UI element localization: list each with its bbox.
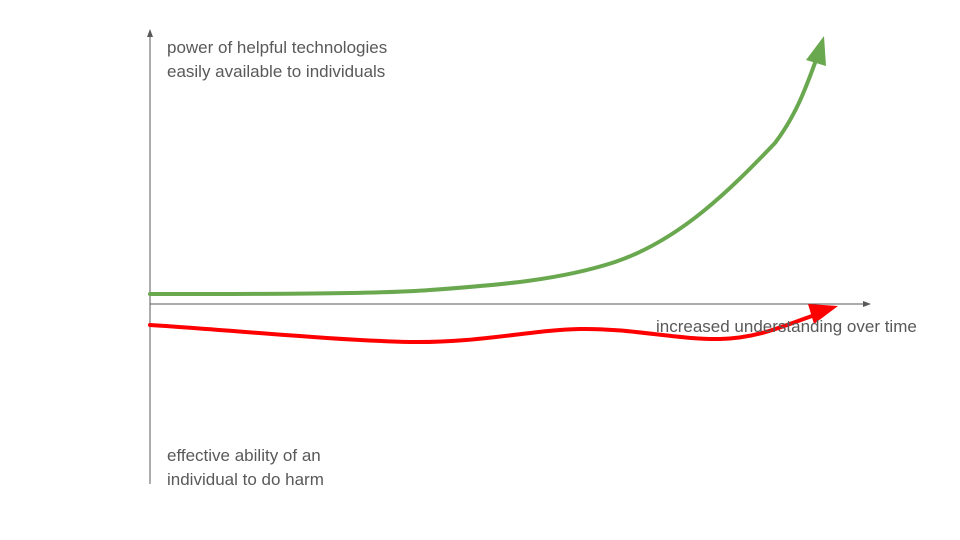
harm-label-line-1: effective ability of an: [167, 446, 321, 465]
helpful-tech-label-line-2: easily available to individuals: [167, 62, 386, 81]
harm-curve: [148, 313, 817, 345]
harm-label-line-2: individual to do harm: [167, 470, 324, 489]
x-axis-label: increased understanding over time: [656, 317, 917, 336]
helpful-tech-curve: [148, 53, 820, 296]
helpful-tech-arrowhead: [806, 36, 826, 66]
harm-arrowhead: [808, 304, 838, 324]
harm-label: effective ability of an individual to do…: [167, 444, 324, 492]
helpful-tech-label-line-1: power of helpful technologies: [167, 38, 388, 57]
helpful-tech-label: power of helpful technologies easily ava…: [167, 36, 387, 84]
